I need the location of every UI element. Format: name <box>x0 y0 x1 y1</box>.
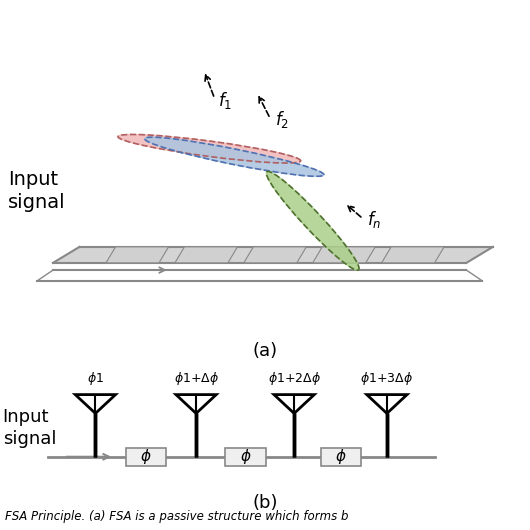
Polygon shape <box>106 247 169 263</box>
FancyBboxPatch shape <box>321 447 361 466</box>
Text: $\phi 1{+}2\Delta\phi$: $\phi 1{+}2\Delta\phi$ <box>268 370 321 387</box>
Polygon shape <box>53 247 493 263</box>
Polygon shape <box>75 395 116 413</box>
Text: Input
signal: Input signal <box>8 170 66 212</box>
Text: $\phi$: $\phi$ <box>335 447 347 466</box>
Polygon shape <box>274 395 314 413</box>
Polygon shape <box>244 247 306 263</box>
Ellipse shape <box>118 135 301 163</box>
Polygon shape <box>382 247 444 263</box>
Polygon shape <box>175 247 237 263</box>
Text: $\phi 1{+}3\Delta\phi$: $\phi 1{+}3\Delta\phi$ <box>360 370 413 387</box>
Text: $\phi 1{+}\Delta\phi$: $\phi 1{+}\Delta\phi$ <box>173 370 219 387</box>
Ellipse shape <box>145 137 324 176</box>
Text: $\phi 1$: $\phi 1$ <box>87 370 104 387</box>
Text: $\phi$: $\phi$ <box>140 447 152 466</box>
FancyBboxPatch shape <box>225 447 266 466</box>
FancyBboxPatch shape <box>126 447 166 466</box>
Polygon shape <box>313 247 375 263</box>
Text: Input
signal: Input signal <box>3 408 56 448</box>
Text: $f_n$: $f_n$ <box>367 209 381 230</box>
Text: $f_1$: $f_1$ <box>218 90 233 111</box>
Text: (b): (b) <box>252 494 278 512</box>
Text: (a): (a) <box>252 342 278 360</box>
Text: $f_2$: $f_2$ <box>275 109 289 130</box>
Polygon shape <box>367 395 407 413</box>
Ellipse shape <box>267 171 359 270</box>
Text: $\phi$: $\phi$ <box>240 447 251 466</box>
Polygon shape <box>176 395 216 413</box>
Text: FSA Principle. (a) FSA is a passive structure which forms b: FSA Principle. (a) FSA is a passive stru… <box>5 510 349 523</box>
